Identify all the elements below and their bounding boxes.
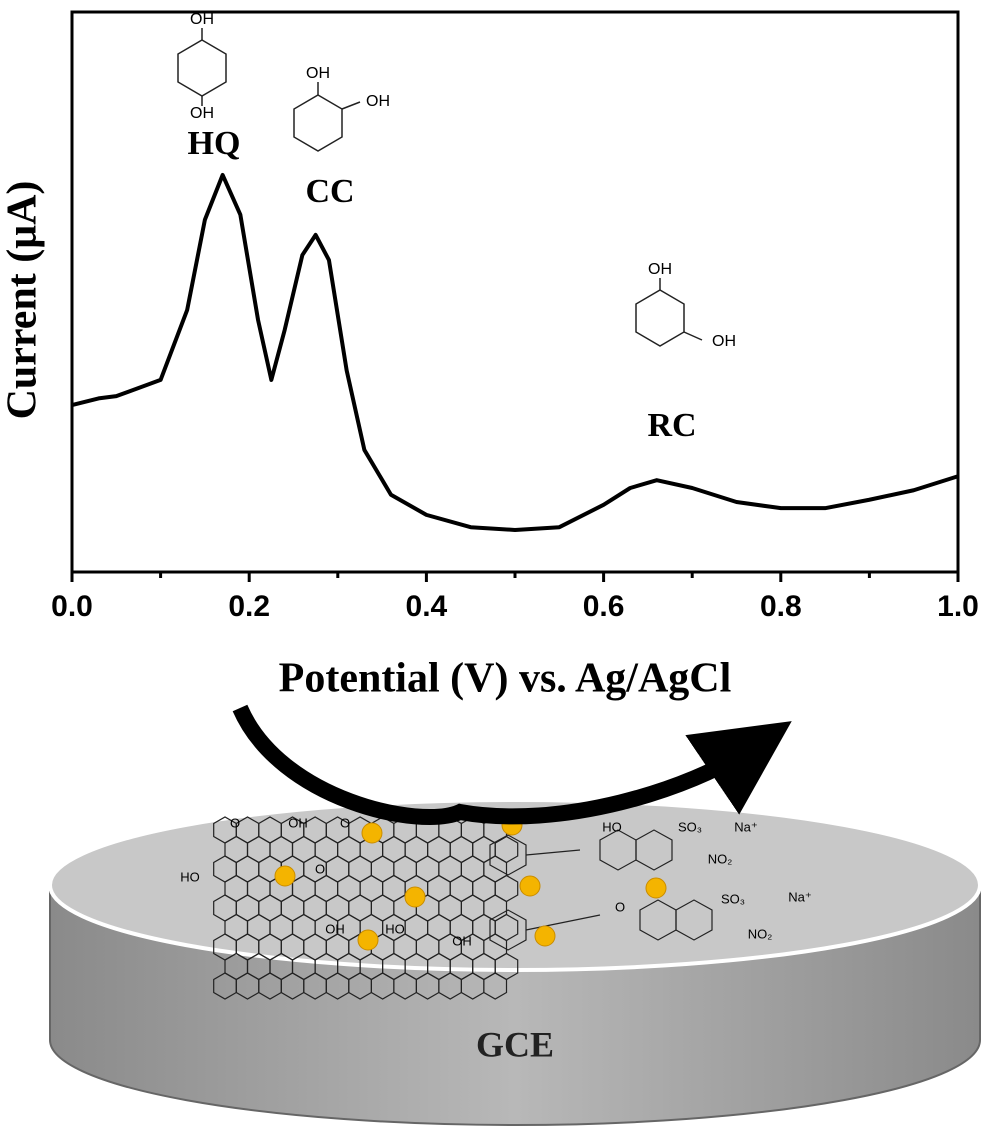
gold-dot bbox=[404, 886, 426, 908]
chem-text: Na⁺ bbox=[788, 889, 811, 904]
plot-frame bbox=[70, 10, 960, 574]
y-axis-label: Current (μA) bbox=[0, 181, 46, 420]
electrode bbox=[48, 798, 982, 1126]
x-tick-label: 0.8 bbox=[760, 590, 802, 623]
x-tick-label: 1.0 bbox=[937, 590, 979, 623]
substituent: OH bbox=[306, 65, 330, 82]
gold-dot bbox=[519, 875, 541, 897]
chem-text: HO bbox=[180, 869, 200, 884]
chem-text: SO₃ bbox=[678, 819, 702, 834]
x-tick-label: 0.2 bbox=[228, 590, 270, 623]
x-axis-label: Potential (V) vs. Ag/AgCl bbox=[279, 656, 732, 702]
substituent: OH bbox=[712, 333, 736, 350]
chem-text: HO bbox=[602, 819, 622, 834]
gold-dot bbox=[534, 925, 556, 947]
substituent: OH bbox=[366, 93, 390, 110]
electrode-label: GCE bbox=[476, 1024, 554, 1064]
electrode-top bbox=[48, 798, 982, 972]
chem-text: OH bbox=[452, 933, 472, 948]
chem-text: NO₂ bbox=[748, 926, 773, 941]
chem-text: Na⁺ bbox=[734, 819, 757, 834]
chem-text: OH bbox=[325, 921, 345, 936]
gold-dot bbox=[361, 822, 383, 844]
chem-text: O bbox=[230, 815, 240, 830]
x-tick-label: 0.0 bbox=[51, 590, 93, 623]
chem-text: O bbox=[340, 815, 350, 830]
x-tick-label: 0.4 bbox=[406, 590, 448, 623]
gold-dot bbox=[357, 929, 379, 951]
x-tick-label: 0.6 bbox=[583, 590, 625, 623]
chem-text: OH bbox=[288, 815, 308, 830]
hexagon bbox=[483, 972, 508, 1000]
peak-label: HQ bbox=[188, 125, 241, 162]
gold-particles bbox=[274, 814, 667, 951]
gold-dot bbox=[274, 865, 296, 887]
arrow bbox=[232, 704, 792, 825]
dye-rings bbox=[489, 829, 713, 951]
substituent: OH bbox=[190, 11, 214, 28]
peak-label: RC bbox=[647, 407, 696, 444]
chem-text: HO bbox=[385, 921, 405, 936]
molecules bbox=[177, 28, 703, 347]
chem-text: SO₃ bbox=[721, 891, 745, 906]
substituent: OH bbox=[190, 105, 214, 122]
gold-dot bbox=[645, 877, 667, 899]
chem-text: O bbox=[315, 861, 325, 876]
peak-label: CC bbox=[305, 173, 354, 210]
substituent: OH bbox=[648, 261, 672, 278]
data-line bbox=[71, 172, 959, 532]
chem-text: O bbox=[615, 899, 625, 914]
chem-text: NO₂ bbox=[708, 851, 733, 866]
